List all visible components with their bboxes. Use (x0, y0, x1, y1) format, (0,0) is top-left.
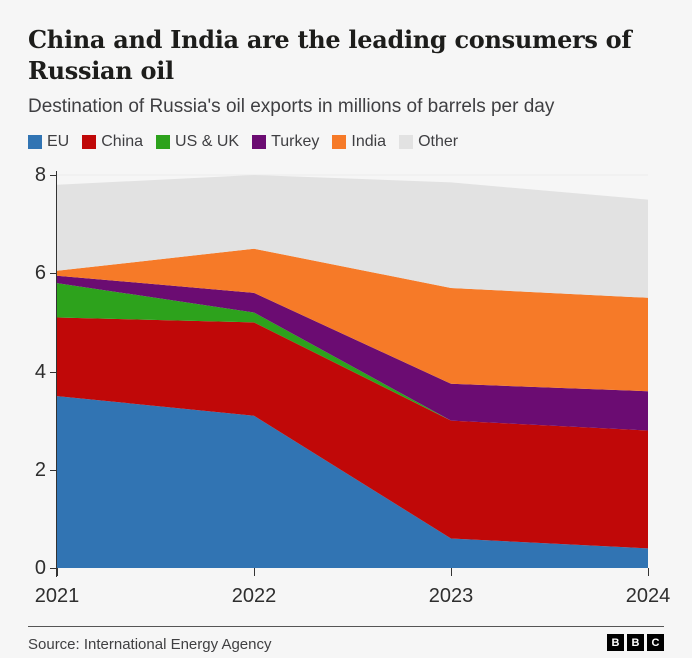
legend-label: Turkey (271, 133, 320, 150)
stacked-area-plot (57, 174, 648, 568)
legend-swatch-eu (28, 135, 42, 149)
x-tick-2022 (254, 568, 255, 576)
area-us-uk (57, 283, 648, 431)
legend-label: Other (418, 133, 459, 150)
y-tick-4 (50, 372, 57, 373)
legend-item-other: Other (399, 133, 458, 151)
legend-label: US & UK (175, 133, 240, 150)
x-tick-label-2021: 2021 (34, 585, 80, 607)
y-tick-6 (50, 273, 57, 274)
area-other (57, 175, 648, 298)
area-eu (57, 396, 648, 568)
y-tick-label-8: 8 (34, 164, 46, 186)
legend-item-eu: EU (28, 133, 69, 151)
legend-item-turkey: Turkey (252, 133, 319, 151)
bbc-logo-block-3: C (647, 634, 664, 651)
area-india (57, 248, 648, 392)
y-tick-8 (50, 175, 57, 176)
legend-swatch-turkey (252, 135, 267, 149)
x-tick-label-2023: 2023 (428, 585, 474, 607)
x-tick-2023 (451, 568, 452, 576)
chart-title-line-2: Russian oil (28, 56, 174, 85)
x-tick-label-2022: 2022 (231, 585, 277, 607)
legend-swatch-other (399, 135, 414, 149)
legend-swatch-china (82, 135, 97, 149)
legend: EU China US & UK Turkey India Other (28, 133, 668, 151)
legend-swatch-us-uk (156, 135, 171, 149)
y-tick-label-0: 0 (34, 557, 46, 579)
chart-title-line-1: China and India are the leading consumer… (28, 25, 632, 54)
area-turkey (57, 275, 648, 431)
source-credit: Source: International Energy Agency (28, 636, 272, 653)
legend-label: India (351, 133, 387, 150)
chart-title: China and India are the leading consumer… (28, 24, 668, 86)
legend-label: EU (47, 133, 70, 150)
legend-swatch-india (332, 135, 347, 149)
area-china (57, 317, 648, 549)
legend-item-china: China (82, 133, 143, 151)
chart-subtitle: Destination of Russia's oil exports in m… (28, 96, 555, 117)
y-axis-line (56, 171, 57, 577)
bbc-logo-block-1: B (607, 634, 624, 651)
y-tick-label-6: 6 (34, 262, 46, 284)
y-tick-0 (50, 568, 57, 569)
x-tick-label-2024: 2024 (625, 585, 671, 607)
x-tick-2021 (57, 568, 58, 576)
footer-divider (28, 626, 664, 627)
bbc-logo-block-2: B (627, 634, 644, 651)
legend-item-us-uk: US & UK (156, 133, 239, 151)
y-tick-label-2: 2 (34, 459, 46, 481)
y-tick-label-4: 4 (34, 361, 46, 383)
legend-item-india: India (332, 133, 386, 151)
y-tick-2 (50, 470, 57, 471)
x-tick-2024 (648, 568, 649, 576)
legend-label: China (101, 133, 144, 150)
